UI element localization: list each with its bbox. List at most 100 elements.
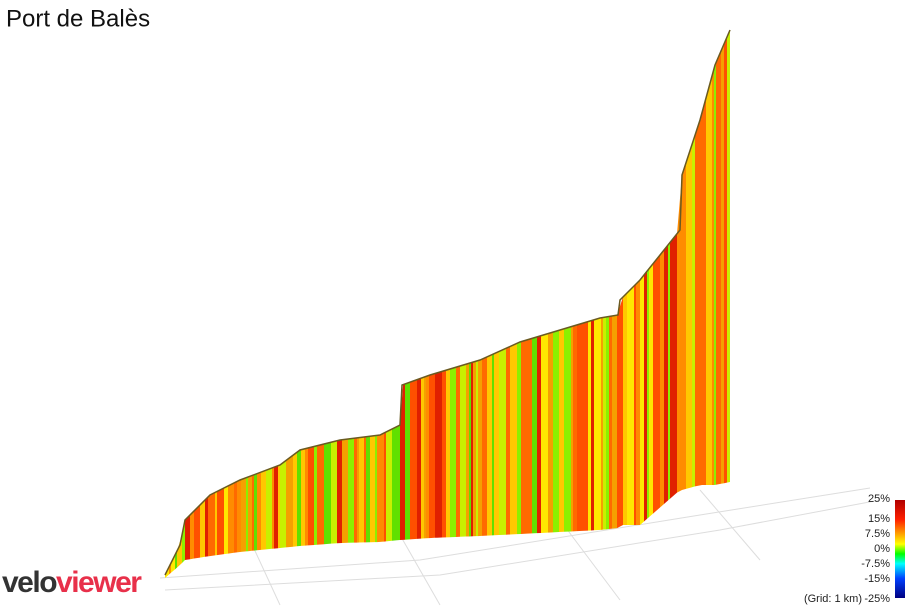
ribbon-stripe	[345, 439, 348, 543]
ribbon-stripe	[278, 465, 280, 549]
ribbon-stripe	[706, 76, 712, 485]
ribbon-stripe	[478, 359, 482, 537]
ribbon-stripe	[640, 275, 644, 525]
ribbon-stripe	[435, 372, 437, 538]
ribbon-stripe	[169, 563, 171, 575]
ribbon-stripe	[331, 440, 337, 544]
ribbon-stripe	[499, 348, 506, 536]
ribbon-stripe	[257, 472, 261, 551]
ribbon-stripe	[370, 435, 375, 543]
ribbon-stripe	[185, 515, 190, 560]
ribbon-stripe	[234, 481, 237, 553]
ribbon-stripe	[677, 175, 682, 493]
ribbon-stripe	[571, 326, 573, 532]
ribbon-stripe	[473, 361, 476, 537]
ribbon-stripe	[324, 442, 331, 545]
ribbon-stripe	[664, 245, 668, 504]
ribbon-stripe	[559, 328, 564, 533]
ribbon-stripe	[603, 317, 606, 530]
ribbon-stripe	[714, 62, 716, 486]
ribbon-stripe	[405, 382, 410, 540]
ribbon-stripe	[668, 242, 670, 501]
logo: veloviewer	[2, 566, 142, 599]
ribbon-stripe	[442, 370, 446, 538]
ribbon-stripe	[492, 353, 494, 536]
ribbon-stripe	[601, 317, 603, 530]
ribbon-stripe	[712, 68, 714, 486]
ribbon-stripe	[510, 343, 517, 535]
ribbon-stripe	[348, 438, 354, 543]
ribbon-stripe	[228, 483, 234, 554]
ribbon-stripe	[272, 467, 274, 549]
ribbon-stripe	[241, 477, 246, 552]
ribbon-stripe	[588, 320, 591, 531]
ribbon-stripe	[410, 379, 417, 540]
ribbon-stripe	[471, 362, 473, 537]
ribbon-stripe	[634, 284, 636, 525]
legend: 25% 15% 7.5% 0% -7.5% -15% -25% (Grid: 1…	[804, 493, 890, 605]
ribbon-stripe	[317, 444, 324, 545]
ribbon-stripe	[612, 315, 617, 529]
ribbon-stripe	[686, 144, 692, 489]
ribbon-stripe	[252, 474, 254, 551]
ribbon-stripe	[224, 486, 228, 555]
ribbon-stripe	[366, 436, 370, 543]
ribbon-stripe	[215, 491, 217, 556]
ribbon-edge	[164, 29, 731, 576]
ribbon-stripe	[494, 351, 499, 536]
ribbon-stripe	[305, 448, 308, 546]
ribbon-stripe	[246, 477, 248, 552]
ribbon-stripe	[266, 468, 272, 550]
ribbon-stripe	[627, 286, 634, 525]
ribbon-stripe	[466, 363, 469, 537]
title: Port de Balès	[6, 5, 150, 32]
ribbon-stripe	[692, 135, 695, 488]
ribbon-stripe	[527, 338, 532, 534]
ribbon-stripe	[205, 497, 208, 557]
profile-ribbon	[164, 29, 731, 578]
ribbon-stripe	[532, 336, 537, 534]
legend-tick: -7.5%	[861, 558, 890, 570]
ribbon-stripe	[424, 376, 426, 539]
ribbon-stripe	[354, 437, 357, 543]
ribbon-stripe	[721, 44, 724, 484]
ribbon-stripe	[417, 378, 421, 539]
ribbon-stripe	[392, 426, 397, 541]
ribbon-stripe	[456, 366, 460, 537]
ribbon-stripe	[617, 297, 623, 529]
ribbon-stripe	[469, 362, 471, 537]
legend-tick: 15%	[868, 513, 890, 525]
ribbon-stripe	[446, 369, 450, 538]
ribbon-stripe	[429, 373, 435, 539]
ribbon-stripe	[482, 356, 487, 536]
ribbon-stripe	[190, 511, 194, 560]
legend-tick: -15%	[864, 573, 890, 585]
ribbon-stripe	[653, 255, 660, 514]
ribbon-stripe	[375, 435, 377, 543]
ribbon-stripe	[573, 324, 577, 532]
ribbon-stripe	[695, 112, 702, 487]
ribbon-stripe	[384, 432, 386, 542]
ribbon-stripe	[364, 436, 366, 543]
ribbon-stripe	[623, 293, 627, 525]
floor-grid	[159, 487, 881, 606]
ribbon-stripe	[426, 375, 429, 539]
ribbon-stripe	[452, 367, 456, 538]
logo-part: viewer	[56, 566, 142, 599]
ribbon-stripe	[200, 500, 205, 558]
ribbon-stripe	[208, 492, 215, 557]
ribbon-stripe	[649, 263, 653, 518]
ribbon-stripe	[702, 98, 706, 485]
ribbon-stripe	[254, 473, 257, 551]
ribbon-stripe	[609, 316, 612, 529]
grid-note: (Grid: 1 km)	[804, 593, 862, 605]
ribbon-stripe	[716, 51, 721, 485]
ribbon-stripe	[403, 383, 405, 540]
ribbon-stripe	[261, 470, 266, 550]
ribbon-stripe	[670, 233, 677, 499]
ribbon-stripe	[506, 346, 510, 535]
ribbon-stripe	[682, 162, 686, 490]
ribbon-stripe	[460, 364, 466, 537]
ribbon-stripe	[582, 321, 588, 531]
ribbon-stripe	[541, 333, 548, 533]
